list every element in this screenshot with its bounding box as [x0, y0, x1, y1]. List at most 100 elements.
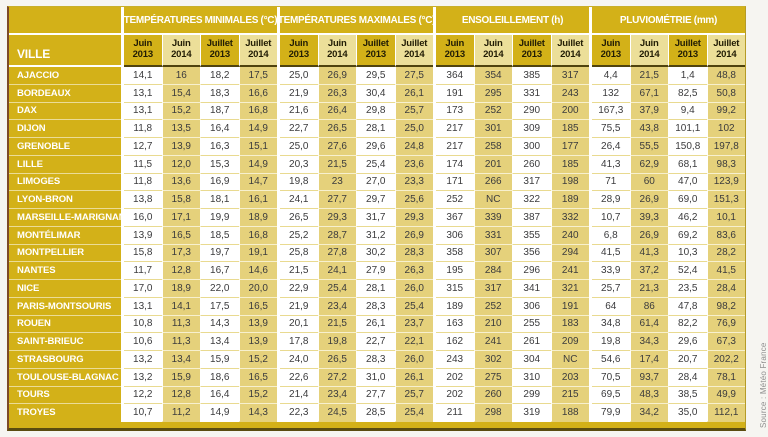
- table-cell: 387: [512, 209, 551, 227]
- table-cell: 12,2: [124, 386, 162, 405]
- year-label: 2013: [209, 49, 231, 60]
- section-title: ENSOLEILLEMENT (h): [436, 7, 589, 33]
- table-cell: 24,8: [394, 138, 433, 156]
- table-cell: 12,8: [161, 386, 200, 405]
- table-cell: 26,9: [317, 67, 356, 85]
- table-cell: 38,5: [668, 386, 707, 405]
- table-cell: 18,6: [200, 368, 239, 387]
- month-header-cell: Juin 2014: [473, 35, 512, 67]
- table-cell: 10,1: [706, 209, 745, 227]
- section-data-group: 13,1 14,1 17,5 16,5: [124, 297, 277, 316]
- table-cell: 195: [436, 262, 474, 280]
- table-cell: 34,8: [592, 315, 630, 334]
- table-cell: 13,1: [124, 297, 162, 316]
- city-name: NICE: [9, 280, 121, 298]
- table-row: MONTPELLIER 15,8 17,3 19,7 19,1 25,8 27,8 30,2 2…: [9, 244, 745, 263]
- table-cell: 26,5: [317, 351, 356, 369]
- month-header-cell: Juillet 2014: [550, 35, 589, 67]
- month-header-cell: Juin 2013: [592, 35, 630, 67]
- table-row: BORDEAUX 13,1 15,4 18,3 16,6 21,9 26,3 30,4 26,1…: [9, 84, 745, 103]
- table-cell: 48,3: [629, 386, 668, 405]
- section-data-group: 20,1 21,5 26,1 23,7: [280, 315, 433, 334]
- section-data-group: 13,2 13,4 15,9 15,2: [124, 351, 277, 369]
- table-cell: 385: [512, 67, 551, 85]
- table-cell: 171: [436, 173, 474, 192]
- table-cell: 14,7: [238, 173, 277, 192]
- table-cell: 266: [473, 173, 512, 192]
- table-cell: 24,1: [317, 262, 356, 280]
- table-cell: 26,3: [394, 262, 433, 280]
- table-cell: 209: [550, 333, 589, 351]
- table-cell: 167,3: [592, 102, 630, 121]
- table-cell: 13,8: [124, 191, 162, 209]
- table-row: MONTÉLIMAR 13,9 16,5 18,5 16,8 25,2 28,7 31,2 26…: [9, 226, 745, 245]
- table-cell: 49,9: [706, 386, 745, 405]
- section-data-group: 75,5 43,8 101,1 102: [592, 120, 745, 138]
- month-label: Juillet: [713, 38, 740, 50]
- table-cell: 28,3: [356, 297, 395, 316]
- section-data-group: 34,8 61,4 82,2 76,9: [592, 315, 745, 334]
- table-cell: 21,5: [280, 262, 318, 280]
- table-cell: 28,1: [356, 120, 395, 138]
- table-cell: 28,9: [592, 191, 630, 209]
- table-cell: 6,8: [592, 226, 630, 245]
- month-header-cell: Juin 2014: [629, 35, 668, 67]
- table-cell: 17,4: [629, 351, 668, 369]
- table-cell: 9,4: [668, 102, 707, 121]
- table-cell: NC: [473, 191, 512, 209]
- table-cell: 151,3: [706, 191, 745, 209]
- table-cell: 355: [512, 226, 551, 245]
- table-cell: 162: [436, 333, 474, 351]
- table-cell: 55,5: [629, 138, 668, 156]
- table-cell: 13,1: [124, 102, 162, 121]
- table-cell: 60: [629, 173, 668, 192]
- table-cell: 23,4: [317, 386, 356, 405]
- table-cell: 243: [550, 84, 589, 103]
- section-data-group: 19,8 34,3 29,6 67,3: [592, 333, 745, 351]
- table-cell: 331: [512, 84, 551, 103]
- section-data-group: 20,3 21,5 25,4 23,6: [280, 155, 433, 174]
- section-data-group: 13,1 15,4 18,3 16,6: [124, 84, 277, 103]
- year-label: 2013: [365, 49, 387, 60]
- city-name: GRENOBLE: [9, 138, 121, 156]
- section-data-group: 4,4 21,5 1,4 48,8: [592, 67, 745, 85]
- table-cell: 17,0: [124, 280, 162, 298]
- year-label: 2014: [716, 49, 737, 60]
- table-cell: 14,9: [200, 404, 239, 422]
- table-cell: 22,3: [280, 404, 318, 422]
- table-cell: 1,4: [668, 67, 707, 85]
- table-cell: 15,2: [161, 102, 200, 121]
- table-cell: 21,9: [280, 297, 318, 316]
- section-data-group: 12,2 12,8 16,4 15,2: [124, 386, 277, 405]
- table-cell: 290: [512, 102, 551, 121]
- section-data-group: 21,5 24,1 27,9 26,3: [280, 262, 433, 280]
- section-data-group: 252 NC 322 189: [436, 191, 589, 209]
- city-name: TOULOUSE-BLAGNAC: [9, 368, 121, 387]
- table-cell: 321: [550, 280, 589, 298]
- month-header-cell: Juillet 2014: [394, 35, 433, 67]
- section-data-group: 22,7 26,5 28,1 25,0: [280, 120, 433, 138]
- table-cell: 26,4: [317, 102, 356, 121]
- table-cell: 203: [550, 368, 589, 387]
- table-cell: 27,5: [394, 67, 433, 85]
- table-cell: 24,0: [280, 351, 318, 369]
- section-data-group: 243 302 304 NC: [436, 351, 589, 369]
- table-row: LYON-BRON 13,8 15,8 18,1 16,1 24,1 27,7 29,7 25,…: [9, 191, 745, 209]
- table-cell: 37,2: [629, 262, 668, 280]
- section-data-group: 25,7 21,3 23,5 28,4: [592, 280, 745, 298]
- table-cell: 26,9: [629, 226, 668, 245]
- table-cell: 252: [436, 191, 474, 209]
- table-cell: 306: [436, 226, 474, 245]
- table-cell: 11,3: [161, 333, 200, 351]
- table-cell: 69,2: [668, 226, 707, 245]
- month-label: Juin: [171, 38, 191, 50]
- table-cell: 64: [592, 297, 630, 316]
- year-label: 2013: [677, 49, 699, 60]
- city-name: NANTES: [9, 262, 121, 280]
- section-title: PLUVIOMÉTRIE (mm): [592, 7, 745, 33]
- section-data-group: 15,8 17,3 19,7 19,1: [124, 244, 277, 263]
- table-cell: 47,8: [668, 297, 707, 316]
- table-cell: 364: [436, 67, 474, 85]
- table-cell: 11,8: [124, 120, 162, 138]
- table-cell: 17,5: [238, 67, 277, 85]
